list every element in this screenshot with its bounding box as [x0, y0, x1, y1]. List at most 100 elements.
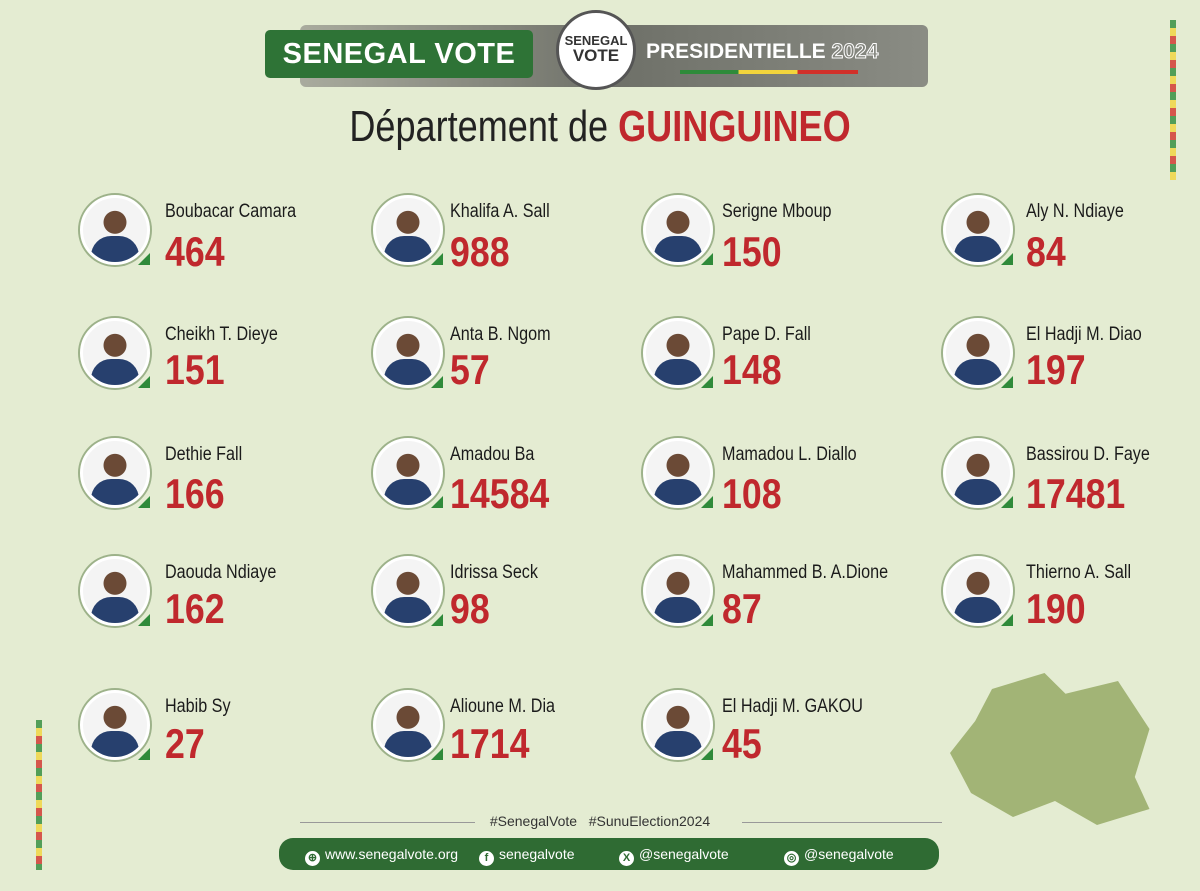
corner-accent	[138, 376, 150, 388]
candidate-name: Idrissa Seck	[450, 562, 538, 583]
candidate-votes: 190	[1026, 585, 1086, 632]
facebook-link[interactable]: f senegalvote	[479, 846, 575, 866]
candidate-name: Amadou Ba	[450, 444, 535, 465]
candidate-votes: 148	[722, 346, 782, 393]
corner-accent	[431, 496, 443, 508]
candidate-name: Aly N. Ndiaye	[1026, 201, 1124, 222]
candidate-name: El Hadji M. GAKOU	[722, 696, 863, 717]
candidate-name: Pape D. Fall	[722, 324, 811, 345]
facebook-icon: f	[479, 851, 494, 866]
corner-accent	[138, 496, 150, 508]
corner-accent	[1001, 376, 1013, 388]
candidate-photo	[643, 195, 713, 265]
candidate-name: Bassirou D. Faye	[1026, 444, 1150, 465]
candidate-photo	[643, 556, 713, 626]
candidate-name: Mamadou L. Diallo	[722, 444, 857, 465]
corner-accent	[1001, 496, 1013, 508]
candidate-name: Habib Sy	[165, 696, 231, 717]
candidate-name: Mahammed B. A.Dione	[722, 562, 889, 583]
candidate-photo	[373, 195, 443, 265]
candidate-name: Alioune M. Dia	[450, 696, 556, 717]
corner-accent	[701, 253, 713, 265]
candidate-votes: 166	[165, 470, 225, 517]
website-text: www.senegalvote.org	[325, 846, 459, 862]
corner-accent	[431, 253, 443, 265]
corner-accent	[701, 376, 713, 388]
instagram-icon: ◎	[784, 851, 799, 866]
candidate-votes: 57	[450, 346, 490, 393]
candidate-photo	[80, 195, 150, 265]
globe-icon: ⊕	[305, 851, 320, 866]
corner-accent	[138, 614, 150, 626]
candidate-name: Dethie Fall	[165, 444, 243, 465]
election-name: PRESIDENTIELLE	[646, 40, 826, 63]
candidate-name: Anta B. Ngom	[450, 324, 551, 345]
divider-right	[742, 822, 942, 823]
candidate-name: El Hadji M. Diao	[1026, 324, 1142, 345]
website-link[interactable]: ⊕ www.senegalvote.org	[305, 846, 458, 866]
candidate-votes: 14584	[450, 470, 550, 517]
logo-line1: SENEGAL	[564, 33, 628, 48]
senegal-vote-logo: SENEGAL VOTE	[556, 10, 636, 90]
candidate-votes: 98	[450, 585, 490, 632]
candidate-name: Serigne Mboup	[722, 201, 832, 222]
candidate-photo	[80, 556, 150, 626]
title-place: GUINGUINEO	[618, 102, 851, 151]
candidate-photo	[373, 556, 443, 626]
candidate-photo	[943, 556, 1013, 626]
brand-label: SENEGAL VOTE	[265, 30, 533, 78]
department-map	[950, 673, 1150, 825]
candidate-votes: 464	[165, 228, 225, 275]
x-icon: X	[619, 851, 634, 866]
facebook-text: senegalvote	[499, 846, 575, 862]
candidate-votes: 84	[1026, 228, 1066, 275]
candidate-name: Daouda Ndiaye	[165, 562, 277, 583]
candidate-votes: 108	[722, 470, 782, 517]
candidate-photo	[80, 318, 150, 388]
corner-accent	[431, 376, 443, 388]
title-prefix: Département de	[349, 102, 609, 151]
corner-accent	[138, 748, 150, 760]
election-label: PRESIDENTIELLE 2024	[646, 40, 879, 64]
candidate-votes: 988	[450, 228, 510, 275]
candidate-votes: 151	[165, 346, 225, 393]
corner-accent	[431, 748, 443, 760]
corner-accent	[1001, 253, 1013, 265]
candidate-photo	[373, 690, 443, 760]
corner-accent	[431, 614, 443, 626]
candidate-votes: 162	[165, 585, 225, 632]
corner-accent	[701, 614, 713, 626]
corner-accent	[138, 253, 150, 265]
candidate-photo	[643, 438, 713, 508]
candidate-name: Thierno A. Sall	[1026, 562, 1132, 583]
hashtags: #SenegalVote #SunuElection2024	[489, 813, 711, 829]
corner-accent	[701, 496, 713, 508]
corner-accent	[1001, 614, 1013, 626]
candidate-name: Boubacar Camara	[165, 201, 297, 222]
candidate-votes: 197	[1026, 346, 1086, 393]
candidate-votes: 27	[165, 720, 205, 767]
candidate-votes: 1714	[450, 720, 530, 767]
flag-color-bar	[680, 70, 858, 74]
candidate-photo	[943, 195, 1013, 265]
candidate-votes: 45	[722, 720, 762, 767]
footer-bar: ⊕ www.senegalvote.org f senegalvote X @sene…	[279, 838, 939, 870]
instagram-link[interactable]: ◎ @senegalvote	[784, 846, 894, 866]
candidate-votes: 87	[722, 585, 762, 632]
decorative-stripe-top-right	[1170, 20, 1176, 180]
x-text: @senegalvote	[639, 846, 729, 862]
candidate-photo	[80, 438, 150, 508]
candidate-photo	[373, 438, 443, 508]
election-year: 2024	[831, 40, 879, 64]
candidate-photo	[80, 690, 150, 760]
candidate-photo	[943, 318, 1013, 388]
candidate-votes: 150	[722, 228, 782, 275]
candidate-votes: 17481	[1026, 470, 1126, 517]
candidate-photo	[373, 318, 443, 388]
corner-accent	[701, 748, 713, 760]
candidate-photo	[643, 318, 713, 388]
page-title: Département de GUINGUINEO	[108, 102, 1092, 152]
logo-line2: VOTE	[572, 46, 620, 65]
candidate-photo	[643, 690, 713, 760]
x-link[interactable]: X @senegalvote	[619, 846, 729, 866]
